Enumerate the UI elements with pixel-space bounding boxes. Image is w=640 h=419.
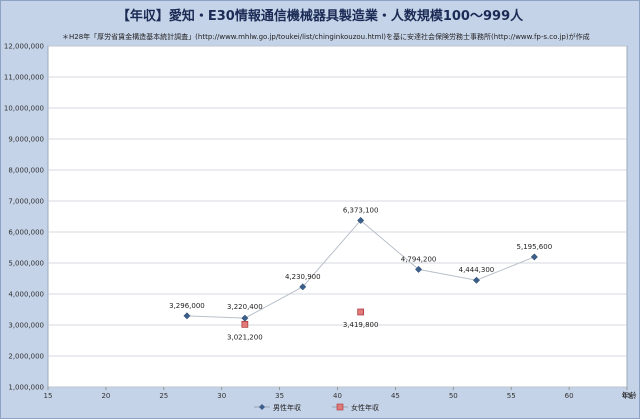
y-axis-ticks: 1,000,000 2,000,000 3,000,000 4,000,000 5,00… — [4, 43, 44, 392]
x-axis-label: 年齢 — [622, 390, 637, 400]
data-label: 5,195,600 — [517, 243, 553, 251]
legend: 男性年収 女性年収 — [254, 403, 379, 412]
data-label: 4,794,200 — [401, 255, 437, 263]
x-tick-label: 45 — [391, 392, 400, 400]
x-tick-label: 20 — [101, 392, 110, 400]
x-tick-label: 35 — [275, 392, 284, 400]
y-tick-label: 4,000,000 — [8, 291, 44, 299]
data-point-male — [183, 312, 191, 320]
data-point-male — [299, 283, 307, 291]
x-tick-label: 50 — [449, 392, 458, 400]
y-tick-label: 7,000,000 — [8, 198, 44, 206]
y-tick-label: 10,000,000 — [4, 105, 44, 113]
series-markers — [183, 216, 538, 328]
x-tick-label: 25 — [159, 392, 168, 400]
y-tick-label: 12,000,000 — [4, 43, 44, 51]
x-tick-label: 60 — [565, 392, 574, 400]
data-label: 4,444,300 — [459, 266, 495, 274]
legend-marker-male — [259, 404, 265, 410]
data-point-male — [415, 265, 423, 273]
data-label: 6,373,100 — [343, 206, 379, 214]
legend-label: 女性年収 — [351, 403, 379, 412]
x-axis-ticks: 15 20 25 30 35 40 45 50 55 60 65 — [44, 387, 632, 400]
legend-label: 男性年収 — [273, 403, 301, 412]
x-tick-label: 55 — [507, 392, 516, 400]
data-labels: 3,296,000 3,220,400 4,230,900 6,373,100 4,79… — [169, 206, 552, 341]
grid-lines — [48, 45, 627, 388]
y-tick-label: 5,000,000 — [8, 260, 44, 268]
data-point-male — [530, 253, 538, 261]
data-label: 4,230,900 — [285, 273, 321, 281]
legend-marker-female — [336, 403, 344, 411]
x-tick-label: 15 — [44, 392, 53, 400]
data-point-female — [241, 320, 249, 328]
x-tick-label: 40 — [333, 392, 342, 400]
data-label: 3,296,000 — [169, 302, 205, 310]
data-label: 3,419,800 — [343, 321, 379, 329]
data-point-female — [357, 308, 365, 316]
data-point-male — [472, 276, 481, 284]
y-tick-label: 8,000,000 — [8, 167, 44, 175]
data-point-male — [357, 216, 365, 224]
y-tick-label: 11,000,000 — [4, 74, 44, 82]
plot-area — [47, 45, 628, 388]
data-label: 3,220,400 — [227, 303, 263, 311]
data-label: 3,021,200 — [227, 333, 263, 341]
x-tick-label: 65 — [623, 392, 632, 400]
y-tick-label: 2,000,000 — [8, 353, 44, 361]
y-tick-label: 6,000,000 — [8, 229, 44, 237]
y-tick-label: 1,000,000 — [8, 384, 44, 392]
chart-subtitle: ＊H28年「厚労省賃金構造基本統計調査」(http://www.mhlw.go.… — [62, 33, 590, 41]
y-tick-label: 9,000,000 — [8, 136, 44, 144]
y-tick-label: 3,000,000 — [8, 322, 44, 330]
chart-title: 【年収】愛知・E30情報通信機械器具製造業・人数規模100～999人 — [116, 9, 524, 24]
x-tick-label: 30 — [217, 392, 226, 400]
